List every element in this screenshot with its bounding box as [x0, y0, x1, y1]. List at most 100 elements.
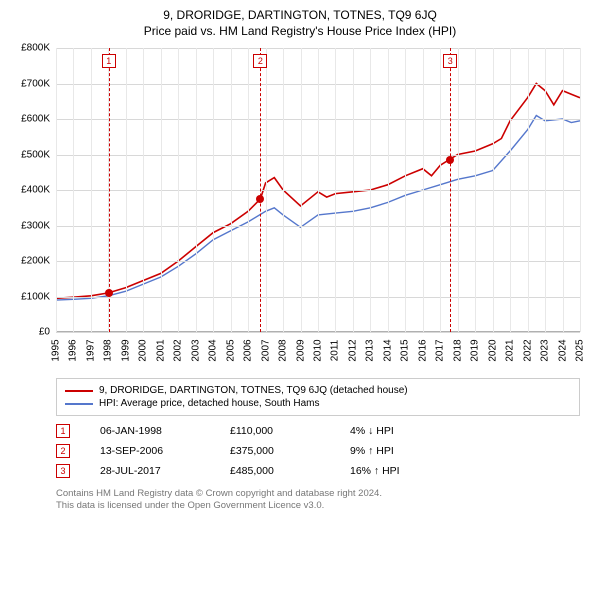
event-vline [260, 48, 261, 332]
chart-container: 9, DRORIDGE, DARTINGTON, TOTNES, TQ9 6JQ… [0, 0, 600, 590]
gridline-v [143, 48, 144, 332]
event-marker: 2 [56, 444, 70, 458]
x-tick-label: 2023 [540, 339, 551, 361]
gridline-v [161, 48, 162, 332]
y-tick-label: £600K [21, 114, 50, 125]
gridline-v [370, 48, 371, 332]
gridline-v [126, 48, 127, 332]
event-marker-top: 1 [102, 54, 116, 68]
event-dot [256, 195, 264, 203]
event-date: 13-SEP-2006 [100, 445, 210, 457]
x-tick-label: 2002 [173, 339, 184, 361]
x-tick-label: 2005 [225, 339, 236, 361]
event-vline [450, 48, 451, 332]
gridline-h [56, 332, 580, 333]
chart-wrap: £0£100K£200K£300K£400K£500K£600K£700K£80… [10, 44, 590, 374]
events-table: 1 06-JAN-1998 £110,000 4% ↓ HPI 2 13-SEP-2006… [56, 424, 580, 478]
event-price: £110,000 [230, 425, 330, 437]
x-tick-label: 2024 [557, 339, 568, 361]
gridline-v [353, 48, 354, 332]
legend-row: 9, DRORIDGE, DARTINGTON, TOTNES, TQ9 6JQ… [65, 385, 571, 396]
event-price: £485,000 [230, 465, 330, 477]
event-delta: 16% ↑ HPI [350, 465, 470, 477]
footer-line1: Contains HM Land Registry data © Crown c… [56, 488, 580, 500]
gridline-v [405, 48, 406, 332]
x-tick-label: 1995 [51, 339, 62, 361]
event-dot [105, 289, 113, 297]
x-tick-label: 2011 [330, 340, 341, 362]
x-tick-label: 2004 [208, 339, 219, 361]
chart-title: 9, DRORIDGE, DARTINGTON, TOTNES, TQ9 6JQ [10, 8, 590, 22]
x-tick-label: 2010 [313, 339, 324, 361]
x-tick-label: 2022 [522, 339, 533, 361]
x-tick-label: 2018 [452, 339, 463, 361]
gridline-v [563, 48, 564, 332]
legend: 9, DRORIDGE, DARTINGTON, TOTNES, TQ9 6JQ… [56, 378, 580, 416]
y-tick-label: £700K [21, 78, 50, 89]
gridline-v [178, 48, 179, 332]
x-tick-label: 1996 [68, 339, 79, 361]
event-date: 28-JUL-2017 [100, 465, 210, 477]
y-tick-label: £300K [21, 220, 50, 231]
y-tick-label: £200K [21, 256, 50, 267]
legend-label: 9, DRORIDGE, DARTINGTON, TOTNES, TQ9 6JQ… [99, 385, 408, 396]
legend-label: HPI: Average price, detached house, Sout… [99, 398, 320, 409]
gridline-v [493, 48, 494, 332]
event-marker-top: 3 [443, 54, 457, 68]
legend-swatch [65, 403, 93, 405]
x-tick-label: 2003 [190, 339, 201, 361]
x-tick-label: 1997 [85, 339, 96, 361]
y-tick-label: £800K [21, 43, 50, 54]
x-tick-label: 2007 [260, 339, 271, 361]
x-tick-label: 2015 [400, 339, 411, 361]
y-tick-label: £100K [21, 291, 50, 302]
gridline-v [440, 48, 441, 332]
x-tick-label: 1998 [103, 339, 114, 361]
legend-row: HPI: Average price, detached house, Sout… [65, 398, 571, 409]
gridline-v [580, 48, 581, 332]
event-dot [446, 156, 454, 164]
x-tick-label: 2012 [347, 339, 358, 361]
x-tick-label: 2019 [470, 339, 481, 361]
x-tick-label: 2016 [417, 339, 428, 361]
event-row: 213-SEP-2006£375,0009% ↑ HPI [56, 444, 580, 458]
gridline-v [475, 48, 476, 332]
x-tick-label: 2020 [487, 339, 498, 361]
event-marker: 1 [56, 424, 70, 438]
gridline-v [283, 48, 284, 332]
plot-area: 1 2 3 [56, 48, 580, 332]
event-marker: 3 [56, 464, 70, 478]
gridline-v [266, 48, 267, 332]
event-delta: 9% ↑ HPI [350, 445, 470, 457]
chart-subtitle: Price paid vs. HM Land Registry's House … [10, 24, 590, 38]
legend-swatch [65, 390, 93, 392]
x-tick-label: 2001 [155, 339, 166, 361]
x-tick-label: 2013 [365, 339, 376, 361]
gridline-v [196, 48, 197, 332]
x-tick-label: 2017 [435, 339, 446, 361]
gridline-v [213, 48, 214, 332]
gridline-v [388, 48, 389, 332]
event-row: 3 28-JUL-2017 £485,000 16% ↑ HPI [56, 464, 580, 478]
gridline-v [301, 48, 302, 332]
x-tick-label: 2014 [382, 339, 393, 361]
event-row: 1 06-JAN-1998 £110,000 4% ↓ HPI [56, 424, 580, 438]
x-tick-label: 2009 [295, 339, 306, 361]
gridline-v [528, 48, 529, 332]
event-marker-top: 2 [253, 54, 267, 68]
y-axis: £0£100K£200K£300K£400K£500K£600K£700K£80… [10, 48, 54, 332]
y-tick-label: £500K [21, 149, 50, 160]
gridline-v [423, 48, 424, 332]
gridline-v [91, 48, 92, 332]
x-tick-label: 2021 [505, 339, 516, 361]
x-tick-label: 2006 [243, 339, 254, 361]
y-tick-label: £400K [21, 185, 50, 196]
x-tick-label: 2000 [138, 339, 149, 361]
x-tick-label: 2008 [278, 339, 289, 361]
gridline-v [335, 48, 336, 332]
x-tick-label: 2025 [575, 339, 586, 361]
x-tick-label: 1999 [120, 339, 131, 361]
event-date: 06-JAN-1998 [100, 425, 210, 437]
event-delta: 4% ↓ HPI [350, 425, 470, 437]
gridline-v [545, 48, 546, 332]
